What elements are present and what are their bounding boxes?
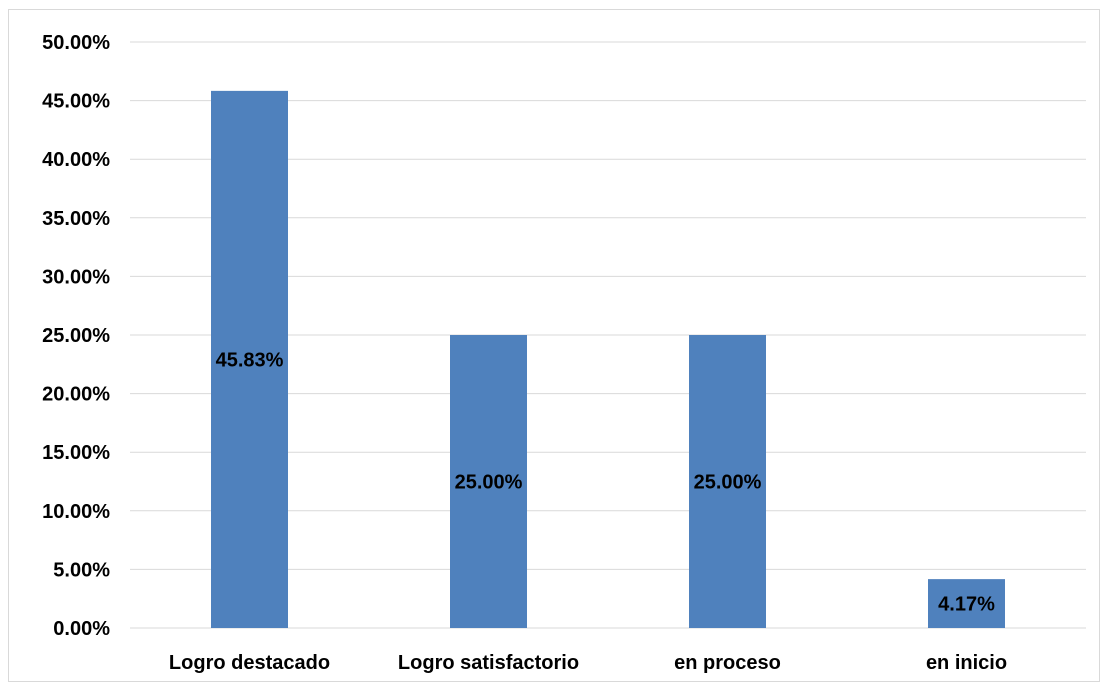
- y-tick-label: 40.00%: [42, 149, 110, 171]
- data-label: 25.00%: [694, 472, 762, 494]
- y-tick-label: 45.00%: [42, 91, 110, 113]
- y-axis-tick-labels: 0.00% 5.00% 10.00% 15.00% 20.00% 25.00% 30.00%…: [42, 32, 110, 640]
- data-label: 45.83%: [216, 349, 284, 371]
- data-label: 25.00%: [455, 472, 523, 494]
- y-tick-label: 15.00%: [42, 442, 110, 464]
- x-category-label: Logro destacado: [169, 652, 330, 674]
- bar: [211, 90, 288, 629]
- y-tick-label: 50.00%: [42, 32, 110, 54]
- y-tick-label: 35.00%: [42, 208, 110, 230]
- x-category-label: en inicio: [926, 652, 1007, 674]
- y-tick-label: 25.00%: [42, 325, 110, 347]
- bar: [928, 579, 1005, 628]
- gridlines: [130, 41, 1086, 629]
- data-label: 4.17%: [938, 594, 995, 616]
- y-tick-label: 20.00%: [42, 384, 110, 406]
- x-axis-category-labels: Logro destacado Logro satisfactorio en pro…: [169, 652, 1007, 674]
- y-tick-label: 30.00%: [42, 266, 110, 288]
- bars: [211, 90, 1005, 629]
- y-tick-label: 0.00%: [53, 618, 110, 640]
- data-labels: 45.83% 25.00% 25.00% 4.17%: [216, 349, 995, 615]
- y-tick-label: 10.00%: [42, 501, 110, 523]
- bar: [689, 335, 766, 628]
- x-category-label: Logro satisfactorio: [398, 652, 579, 674]
- bar: [450, 335, 527, 628]
- y-tick-label: 5.00%: [53, 559, 110, 581]
- x-category-label: en proceso: [674, 652, 781, 674]
